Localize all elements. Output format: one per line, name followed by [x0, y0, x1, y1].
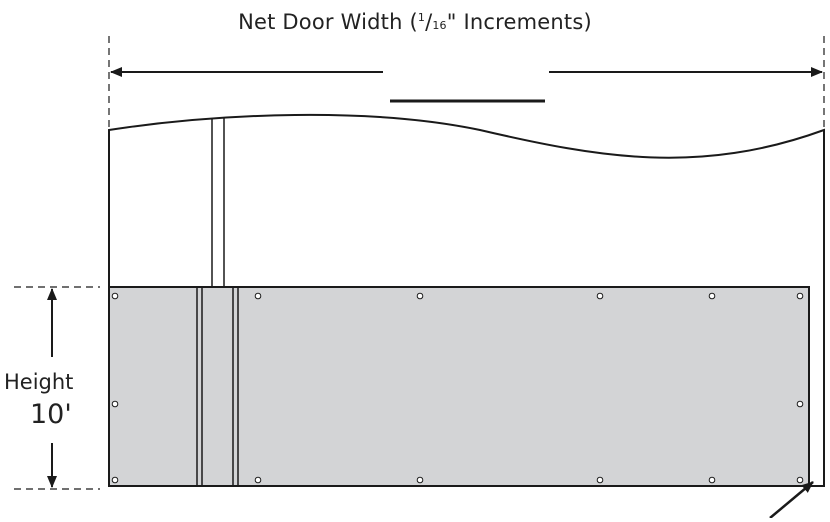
screw-holes: [111, 292, 804, 484]
screw-hole: [111, 292, 119, 300]
screw-hole: [596, 292, 604, 300]
screw-hole: [596, 476, 604, 484]
height-label: Height: [4, 370, 74, 394]
screw-hole: [111, 476, 119, 484]
width-label-denominator: 16: [432, 19, 447, 32]
corner-pointer-arrow: [769, 481, 814, 519]
width-label-slash: /: [425, 10, 433, 34]
kick-plate-panel: [108, 286, 810, 487]
screw-hole: [254, 292, 262, 300]
width-dimension-label: Net Door Width (1/16" Increments): [0, 10, 830, 34]
screw-hole: [254, 476, 262, 484]
width-label-suffix: " Increments): [446, 10, 592, 34]
screw-hole: [796, 400, 804, 408]
screw-hole: [796, 476, 804, 484]
height-value: 10': [30, 399, 72, 430]
screw-hole: [708, 292, 716, 300]
screw-hole: [416, 476, 424, 484]
width-label-numerator: 1: [417, 11, 426, 24]
width-label-prefix: Net Door Width (: [238, 10, 418, 34]
screw-hole: [708, 476, 716, 484]
screw-hole: [416, 292, 424, 300]
screw-hole: [111, 400, 119, 408]
screw-hole: [796, 292, 804, 300]
